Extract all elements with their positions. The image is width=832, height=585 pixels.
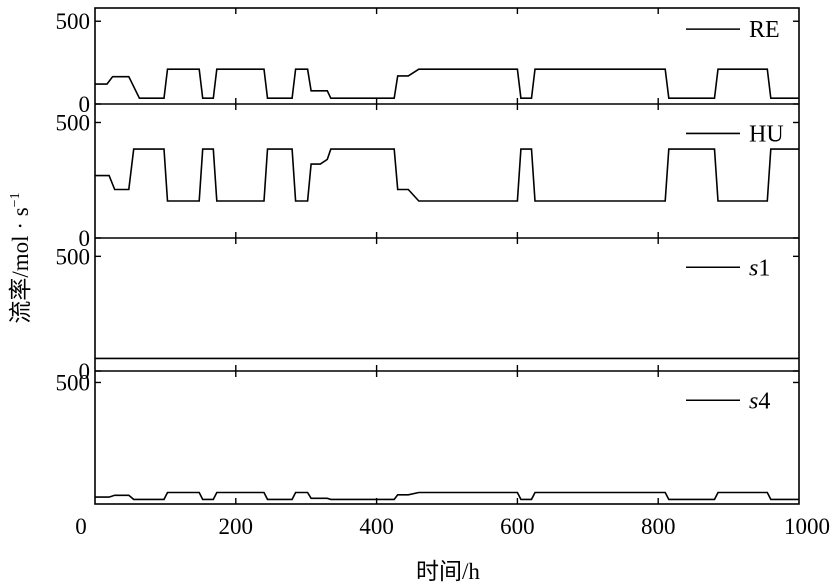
x-tick-label: 0 <box>75 514 87 539</box>
y-axis-label-main: 流率/mol · s <box>8 207 33 323</box>
series-line-s4 <box>95 491 799 501</box>
x-tick-label: 600 <box>500 514 535 539</box>
y-tick-label: 0 <box>79 359 91 384</box>
legend-label-hu: HU <box>749 121 784 147</box>
x-axis-label: 时间/h <box>416 559 480 584</box>
legend-s4: s4 <box>686 388 770 414</box>
y-tick-label: 500 <box>56 244 91 269</box>
legend-label-s4: s4 <box>749 388 770 414</box>
y-tick-label: 500 <box>56 370 91 395</box>
y-tick-label: 0 <box>79 92 91 117</box>
panel-hu: 0 500 HU <box>56 104 799 251</box>
y-axis-label-exponent: −1 <box>8 192 23 207</box>
legend-label-s1: s1 <box>749 255 770 281</box>
panel-re: 0 500 RE <box>56 8 799 117</box>
panel-s4: 500 s4 <box>56 370 799 504</box>
legend-label-re: RE <box>749 17 780 43</box>
x-tick-label: 800 <box>641 514 676 539</box>
y-axis-label: 流率/mol · s−1 <box>8 192 33 323</box>
legend-re: RE <box>686 17 780 43</box>
panel-s1: 0 500 s1 <box>56 238 799 384</box>
series-line-hu <box>95 148 799 202</box>
x-tick-label: 200 <box>219 514 254 539</box>
y-tick-label: 500 <box>56 9 91 34</box>
y-tick-label: 0 <box>79 226 91 251</box>
y-tick-label: 500 <box>56 110 91 135</box>
legend-s1: s1 <box>686 255 770 281</box>
x-tick-label: 400 <box>359 514 394 539</box>
x-tick-label: 1000 <box>784 514 830 539</box>
legend-hu: HU <box>686 121 784 147</box>
x-axis-ticks: 0 200 400 600 800 1000 <box>75 514 830 539</box>
series-line-re <box>95 68 799 99</box>
